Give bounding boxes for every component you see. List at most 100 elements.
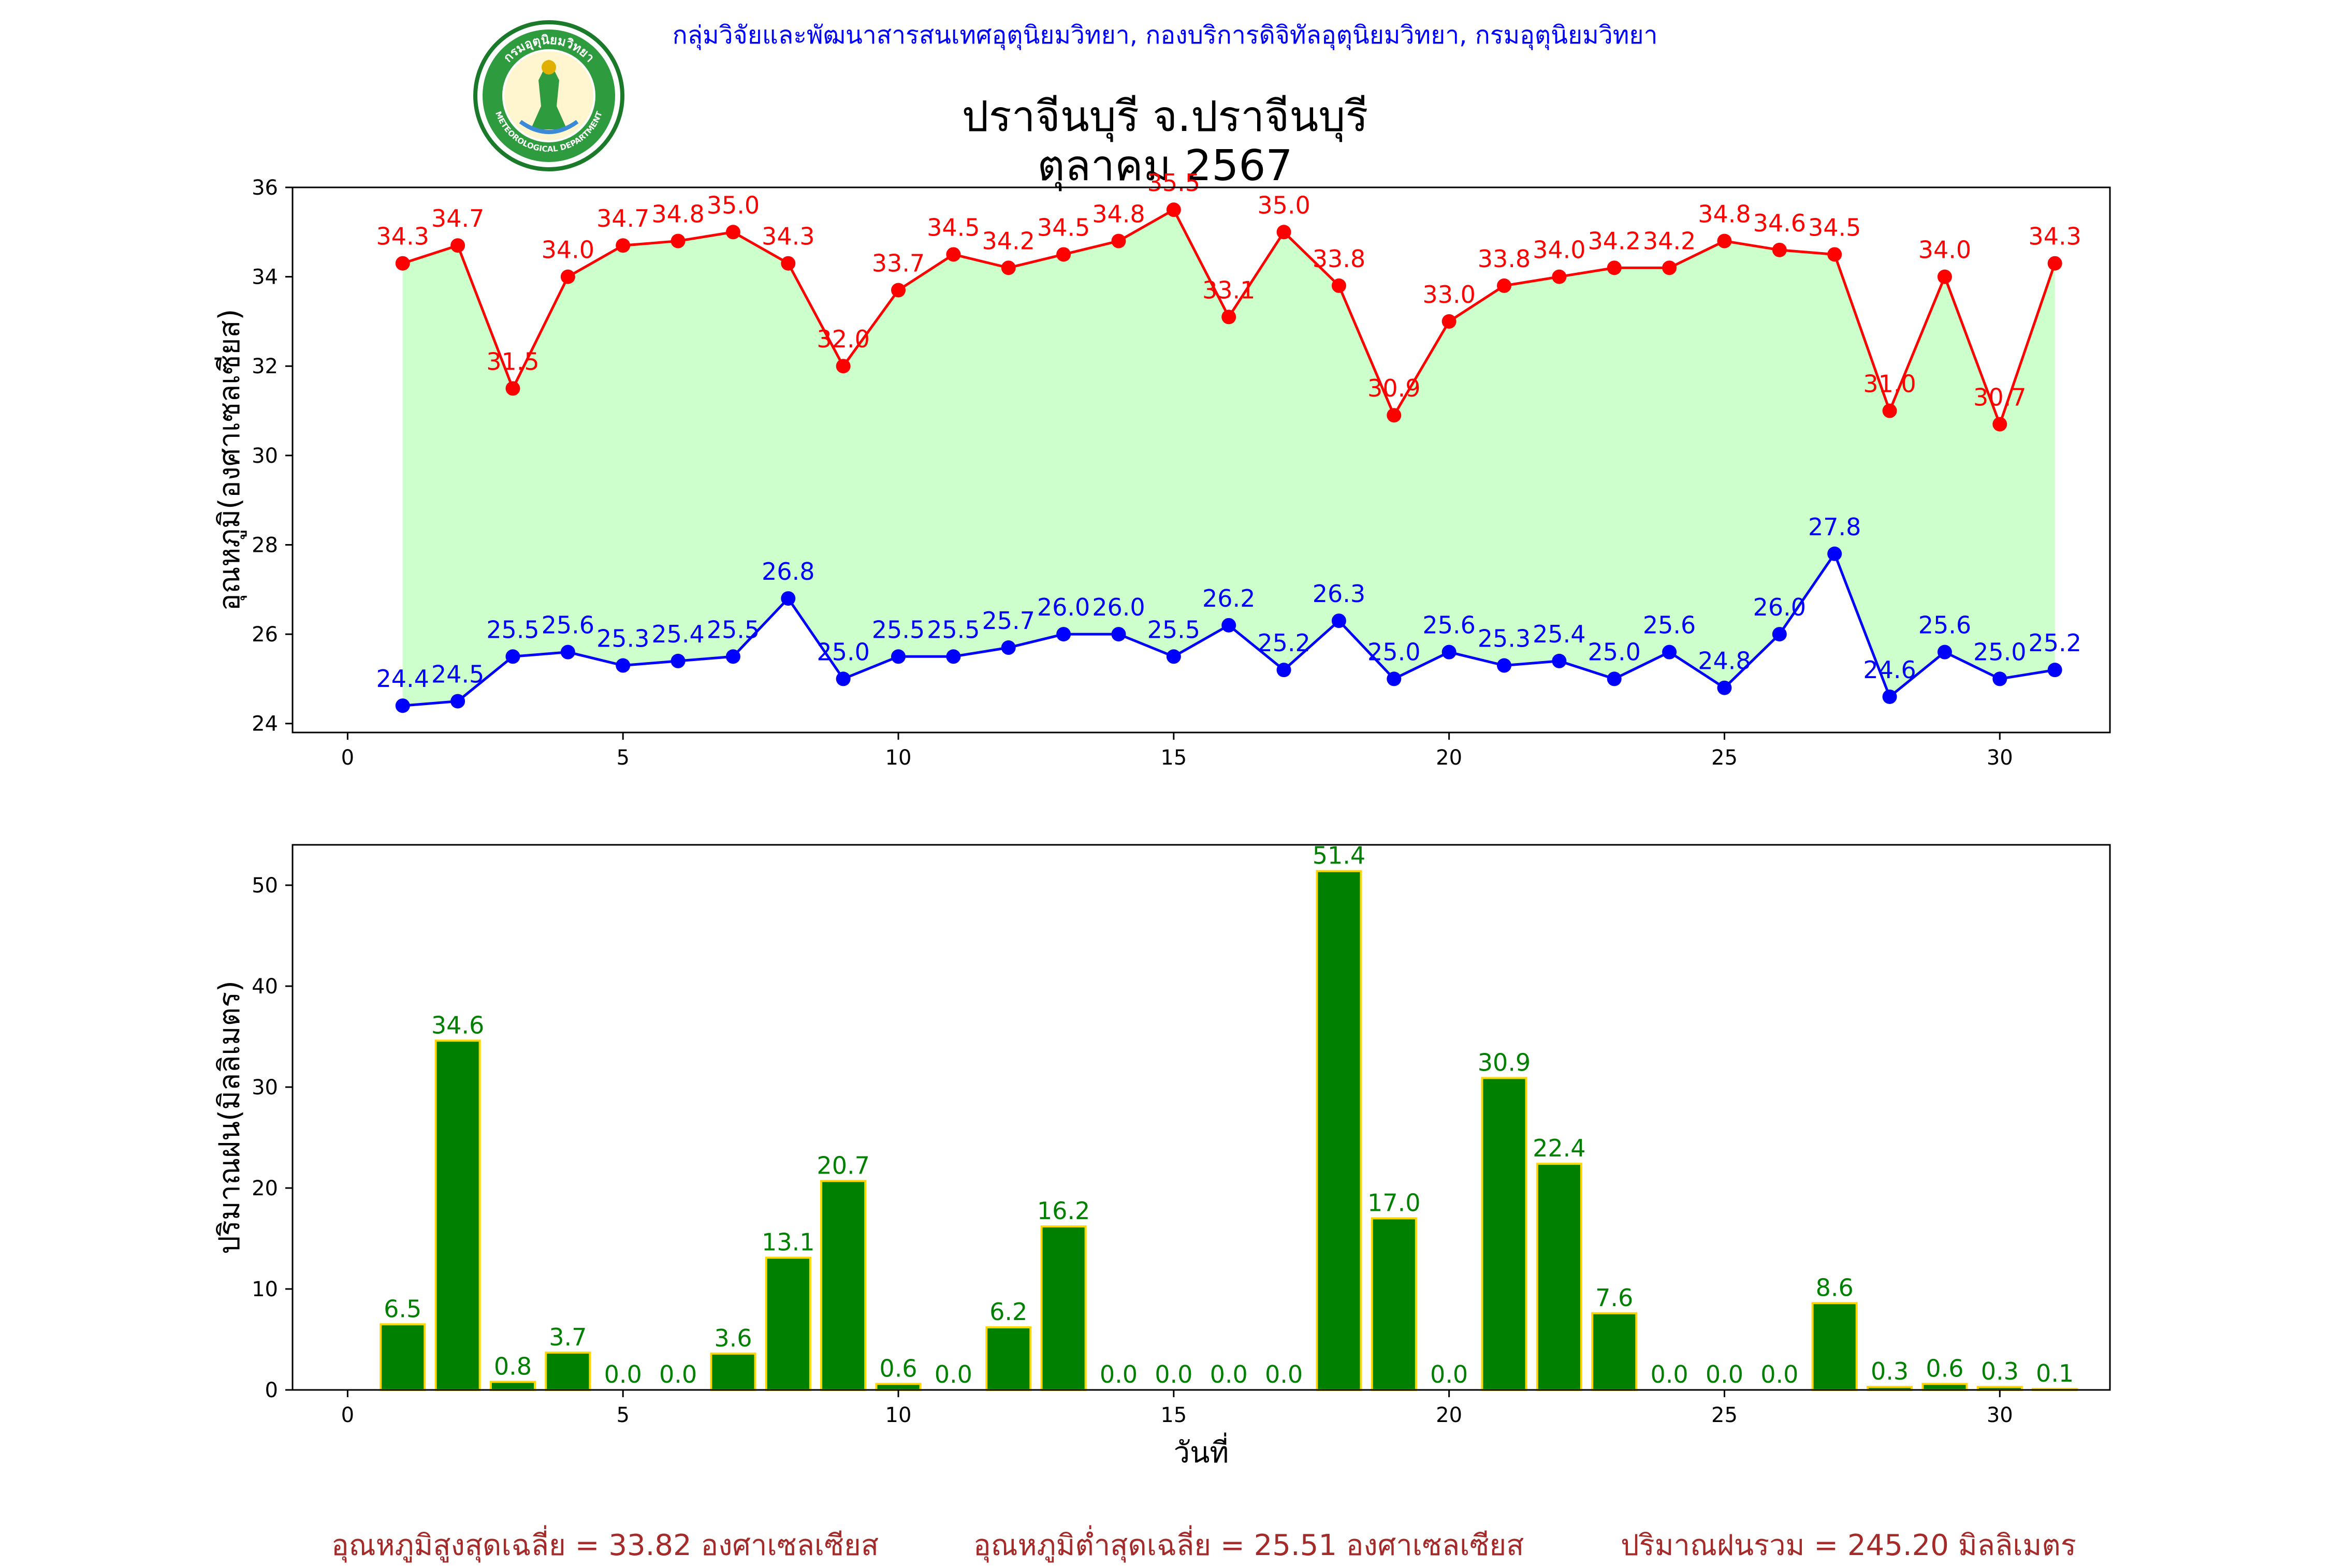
rain-data-label: 0.0	[1706, 1360, 1743, 1388]
max-temp-data-label: 34.5	[1808, 213, 1861, 241]
rain-data-label: 17.0	[1367, 1189, 1420, 1217]
min-temp-point	[946, 649, 961, 664]
min-temp-point	[395, 698, 410, 713]
rainfall-y-tick-label: 40	[252, 975, 278, 999]
max-temp-data-label: 34.3	[2028, 223, 2081, 251]
min-temp-data-label: 25.6	[1643, 611, 1696, 639]
max-temp-data-label: 33.0	[1422, 281, 1475, 309]
min-temp-data-label: 25.2	[2028, 629, 2081, 657]
rain-bar	[434, 1039, 481, 1391]
temperature-x-tick-label: 5	[616, 746, 629, 770]
temperature-x-tick-label: 10	[885, 746, 912, 770]
max-temp-data-label: 31.0	[1863, 370, 1916, 398]
temperature-y-axis-label: อุณหภูมิ(องศาเซลเซียส)	[213, 309, 247, 611]
rain-data-label: 0.0	[1100, 1360, 1138, 1388]
max-temp-point	[1662, 260, 1677, 275]
max-temp-data-label: 34.8	[651, 200, 704, 228]
rain-data-label: 6.2	[989, 1298, 1027, 1326]
min-temp-point	[1441, 644, 1457, 660]
rain-data-label: 0.3	[1981, 1357, 2019, 1385]
min-temp-point	[1331, 613, 1346, 628]
rain-bar	[1591, 1312, 1638, 1391]
min-temp-data-label: 25.5	[707, 616, 760, 643]
min-temp-data-label: 25.5	[1147, 616, 1200, 643]
min-temp-point	[1001, 640, 1016, 655]
rain-data-label: 51.4	[1313, 842, 1365, 870]
min-temp-point	[1717, 680, 1732, 695]
min-temp-data-label: 26.8	[762, 558, 814, 585]
min-temp-point	[1662, 644, 1677, 660]
min-temp-point	[1221, 618, 1236, 633]
max-temp-data-label: 34.7	[596, 204, 649, 232]
min-temp-data-label: 25.6	[542, 611, 594, 639]
max-temp-point	[1552, 269, 1567, 284]
temperature-x-tick-label: 0	[341, 746, 354, 770]
max-temp-point	[1992, 417, 2007, 432]
rain-data-label: 0.1	[2036, 1359, 2074, 1387]
rainfall-x-tick-label: 30	[1987, 1403, 2013, 1427]
max-temp-data-label: 32.0	[817, 325, 869, 353]
min-temp-data-label: 25.4	[1533, 620, 1585, 648]
temperature-x-tick-label: 30	[1987, 746, 2013, 770]
rain-data-label: 6.5	[384, 1295, 421, 1323]
max-temp-data-label: 34.0	[542, 236, 594, 264]
min-temp-point	[2047, 663, 2062, 678]
max-temp-data-label: 30.9	[1367, 374, 1420, 402]
min-temp-data-label: 25.3	[596, 625, 649, 653]
min-temp-data-label: 25.0	[1367, 638, 1420, 666]
rain-bar	[985, 1326, 1032, 1391]
max-temp-point	[1387, 408, 1402, 423]
temperature-y-tick-label: 34	[252, 266, 278, 289]
rain-data-label: 8.6	[1816, 1273, 1854, 1301]
max-temp-point	[1221, 310, 1236, 325]
max-temp-data-label: 34.5	[1037, 213, 1090, 241]
min-temp-point	[1166, 649, 1181, 664]
min-temp-data-label: 24.5	[431, 661, 484, 688]
rain-data-label: 0.8	[494, 1352, 532, 1380]
max-temp-data-label: 31.5	[486, 347, 539, 375]
max-temp-point	[616, 238, 631, 253]
temperature-y-tick-label: 36	[252, 176, 278, 200]
rain-bar	[380, 1323, 426, 1391]
max-temp-data-label: 33.1	[1202, 276, 1255, 304]
rain-bar	[710, 1352, 756, 1391]
max-temp-point	[1717, 233, 1732, 248]
max-temp-data-label: 35.0	[707, 191, 760, 219]
rainfall-y-axis-label: ปริมาณฝน(มิลลิเมตร)	[213, 980, 246, 1254]
max-temp-point	[1827, 247, 1842, 262]
max-temp-point	[1607, 260, 1622, 275]
min-temp-point	[891, 649, 906, 664]
chart-title-station: ปราจีนบุรี จ.ปราจีนบุรี	[962, 92, 1368, 141]
rain-bar	[875, 1383, 922, 1391]
min-temp-data-label: 25.4	[651, 620, 704, 648]
max-temp-point	[1497, 278, 1511, 293]
rainfall-x-axis-label: วันที่	[1174, 1432, 1229, 1470]
rainfall-y-tick-label: 50	[252, 874, 278, 898]
logo-crown	[542, 60, 556, 75]
min-temp-data-label: 27.8	[1808, 513, 1861, 541]
rain-bar	[1040, 1225, 1087, 1391]
rainfall-x-tick-label: 15	[1160, 1403, 1187, 1427]
min-temp-point	[1827, 546, 1842, 561]
rain-data-label: 0.0	[1210, 1360, 1248, 1388]
min-temp-data-label: 25.0	[1973, 638, 2026, 666]
min-temp-point	[1992, 671, 2007, 686]
max-temp-point	[1111, 233, 1126, 248]
temperature-y-tick-label: 26	[252, 623, 278, 647]
temperature-plot-frame	[292, 186, 2111, 734]
max-temp-point	[725, 225, 740, 240]
max-temp-point	[1441, 314, 1457, 329]
rain-bar	[489, 1381, 536, 1391]
max-temp-point	[1772, 242, 1787, 257]
rain-data-label: 13.1	[762, 1228, 814, 1256]
max-temp-data-label: 33.8	[1313, 245, 1365, 273]
min-temp-point	[1387, 671, 1402, 686]
rain-data-label: 0.0	[604, 1360, 642, 1388]
min-temp-data-label: 25.0	[817, 638, 869, 666]
rainfall-x-tick-label: 0	[341, 1403, 354, 1427]
min-temp-data-label: 26.0	[1753, 593, 1806, 621]
rain-bar	[820, 1180, 867, 1391]
max-temp-data-label: 30.7	[1973, 383, 2026, 411]
temperature-x-tick-label: 20	[1436, 746, 1462, 770]
